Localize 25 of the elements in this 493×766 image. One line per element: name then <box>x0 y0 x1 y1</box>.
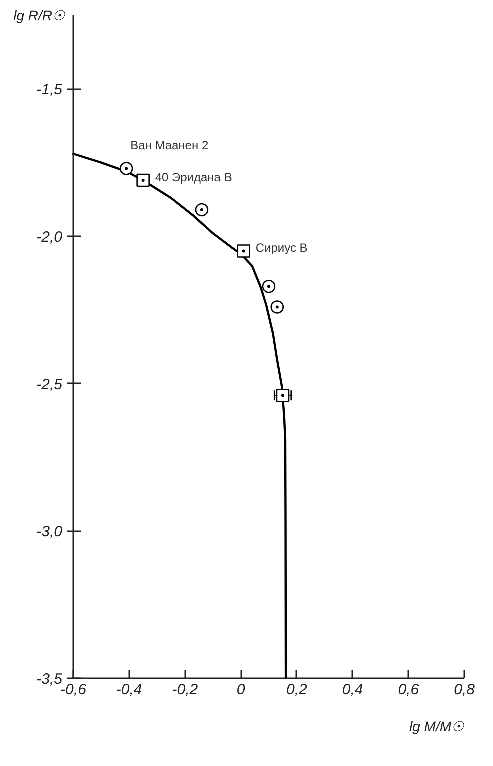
y-tick-label: -3,5 <box>36 671 64 688</box>
x-tick-label: 0,8 <box>454 682 476 698</box>
annotation: 40 Эридана В <box>155 170 232 185</box>
x-axis-title: lg M/M☉ <box>410 718 466 734</box>
x-tick-label: 0 <box>236 682 246 698</box>
y-axis-title: lg R/R☉ <box>14 8 66 24</box>
x-tick-label: 0,6 <box>398 682 420 698</box>
point <box>136 174 150 188</box>
x-tick-label: -0,4 <box>116 682 142 698</box>
point <box>262 280 276 294</box>
x-tick-label: 0,2 <box>286 682 308 698</box>
annotation: Ван Маанен 2 <box>130 138 209 153</box>
y-tick-label: -2,5 <box>36 376 64 394</box>
y-tick-label: -2,0 <box>36 229 64 246</box>
annotation: Сириус В <box>256 241 308 256</box>
point <box>120 162 134 176</box>
point <box>276 388 290 402</box>
y-tick-label: -3,0 <box>36 524 64 541</box>
point <box>195 203 209 217</box>
x-tick-label: -0,2 <box>172 682 199 698</box>
point <box>237 244 251 258</box>
point <box>270 300 284 314</box>
x-tick-label: 0,4 <box>342 682 364 698</box>
y-tick-label: -1,5 <box>36 82 64 99</box>
x-tick-label: -0,6 <box>60 682 88 698</box>
